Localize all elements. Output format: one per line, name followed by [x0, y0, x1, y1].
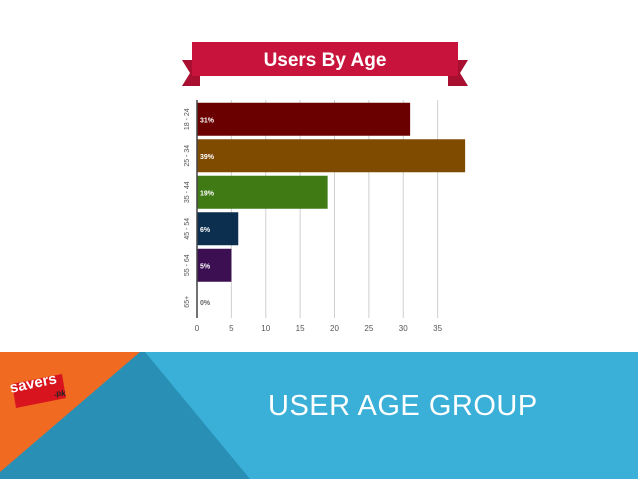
category-label: 45 - 54 — [184, 218, 191, 240]
category-label: 65+ — [184, 296, 191, 308]
labels: 0 5 10 15 20 25 30 35 18 - 24 31% 25 - 34 39% 35 - 4… — [184, 108, 443, 333]
x-tick-label: 25 — [364, 324, 373, 333]
logo-suffix: .pk — [54, 389, 66, 398]
data-label: 0% — [200, 300, 211, 307]
x-tick-label: 30 — [399, 324, 408, 333]
bar-chart: 0 5 10 15 20 25 30 35 18 - 24 31% 25 - 34 39% 35 - 4… — [184, 100, 466, 333]
slide-title: USER AGE GROUP — [268, 390, 538, 422]
chart-title-banner: Users By Age — [182, 42, 468, 86]
data-label: 39% — [200, 154, 215, 161]
bar — [197, 139, 466, 173]
bars — [197, 102, 466, 282]
chart-title: Users By Age — [264, 50, 387, 71]
data-label: 31% — [200, 117, 215, 124]
bar — [197, 248, 232, 282]
x-tick-label: 15 — [296, 324, 305, 333]
x-tick-label: 10 — [261, 324, 270, 333]
x-tick-label: 35 — [433, 324, 442, 333]
x-tick-label: 0 — [195, 324, 200, 333]
data-label: 6% — [200, 227, 211, 234]
category-label: 18 - 24 — [184, 108, 191, 130]
category-label: 35 - 44 — [184, 181, 191, 203]
category-label: 55 - 64 — [184, 254, 191, 276]
savers-logo — [12, 374, 66, 408]
x-tick-label: 20 — [330, 324, 339, 333]
x-tick-label: 5 — [229, 324, 234, 333]
banner-body — [192, 42, 458, 76]
data-label: 5% — [200, 263, 211, 270]
bar — [197, 212, 239, 246]
data-label: 19% — [200, 190, 215, 197]
bar — [197, 175, 328, 209]
bar — [197, 102, 411, 136]
category-label: 25 - 34 — [184, 145, 191, 167]
grid-lines — [230, 100, 439, 318]
